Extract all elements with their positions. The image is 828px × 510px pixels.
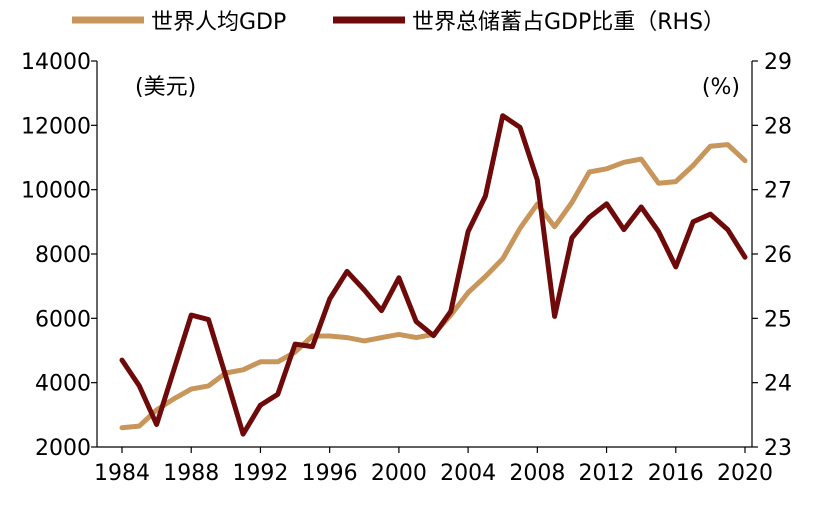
series-line-gdp-per-capita [119,142,748,431]
legend-label-savings-ratio: 世界总储蓄占GDP比重（RHS） [412,10,725,35]
legend-label-gdp-per-capita: 世界人均GDP [151,10,286,35]
x-tick-label: 2004 [440,461,496,486]
right-tick-label: 26 [764,243,792,268]
right-tick-label: 27 [764,179,792,204]
right-tick-label: 24 [764,372,792,397]
right-tick-label: 28 [764,114,792,139]
series-line-savings-ratio [119,113,748,437]
x-tick-label: 2012 [579,461,635,486]
left-tick-label: 4000 [35,372,91,397]
right-tick-label: 23 [764,436,792,461]
x-tick-label: 2020 [717,461,773,486]
x-tick-label: 2008 [509,461,565,486]
right-tick-label: 29 [764,50,792,75]
left-tick-label: 6000 [35,307,91,332]
right-axis-ticks: 23 24 25 26 27 28 29 [752,50,792,461]
x-tick-label: 1988 [163,461,219,486]
x-axis-ticks: 1984 1988 1992 1996 2000 2004 2008 2012 2016 2020 [94,447,773,486]
left-tick-label: 14000 [21,50,91,75]
left-tick-label: 2000 [35,436,91,461]
left-axis-unit: (美元) [135,75,196,100]
left-axis-ticks: 2000 4000 6000 8000 10000 12000 14000 [21,50,97,461]
x-tick-label: 1984 [94,461,150,486]
x-tick-label: 2000 [371,461,427,486]
left-tick-label: 12000 [21,114,91,139]
right-axis-unit: (%) [702,75,740,100]
left-tick-label: 8000 [35,243,91,268]
x-tick-label: 2016 [648,461,704,486]
x-tick-label: 1992 [232,461,288,486]
right-tick-label: 25 [764,307,792,332]
x-tick-label: 1996 [302,461,358,486]
left-tick-label: 10000 [21,179,91,204]
legend: 世界人均GDP 世界总储蓄占GDP比重（RHS） [72,10,725,35]
